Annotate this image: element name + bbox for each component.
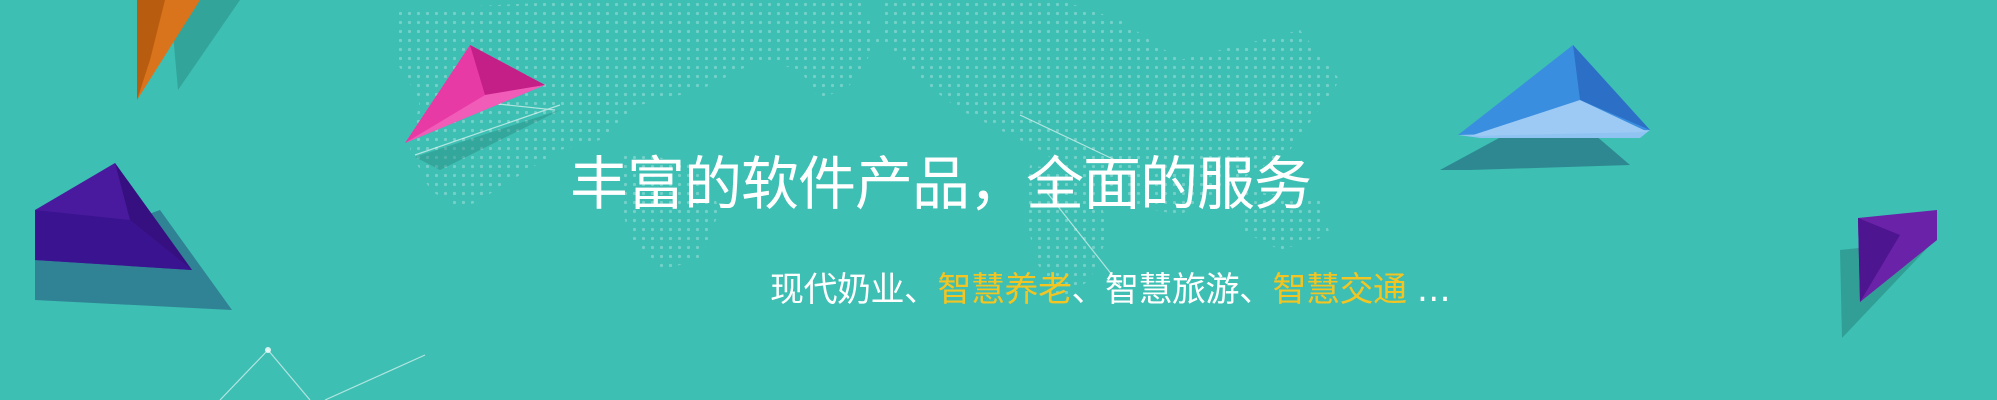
subline-segment-elderly-care: 智慧养老	[938, 270, 1072, 310]
banner-subline: 现代奶业、智慧养老、智慧旅游、智慧交通 …	[770, 266, 1450, 314]
line-node	[265, 347, 271, 353]
subline-segment-dairy: 现代奶业、	[770, 270, 938, 310]
violet-paper-plane-icon	[1840, 210, 1937, 338]
subline-segment-transport: 智慧交通	[1273, 270, 1407, 310]
banner-headline: 丰富的软件产品，全面的服务	[570, 148, 1311, 220]
subline-segment-tourism: 、智慧旅游、	[1072, 270, 1273, 310]
purple-paper-plane-icon	[35, 163, 232, 310]
orange-paper-plane-icon	[137, 0, 240, 100]
blue-paper-plane-icon	[1440, 45, 1650, 170]
subline-ellipsis: …	[1407, 270, 1451, 310]
